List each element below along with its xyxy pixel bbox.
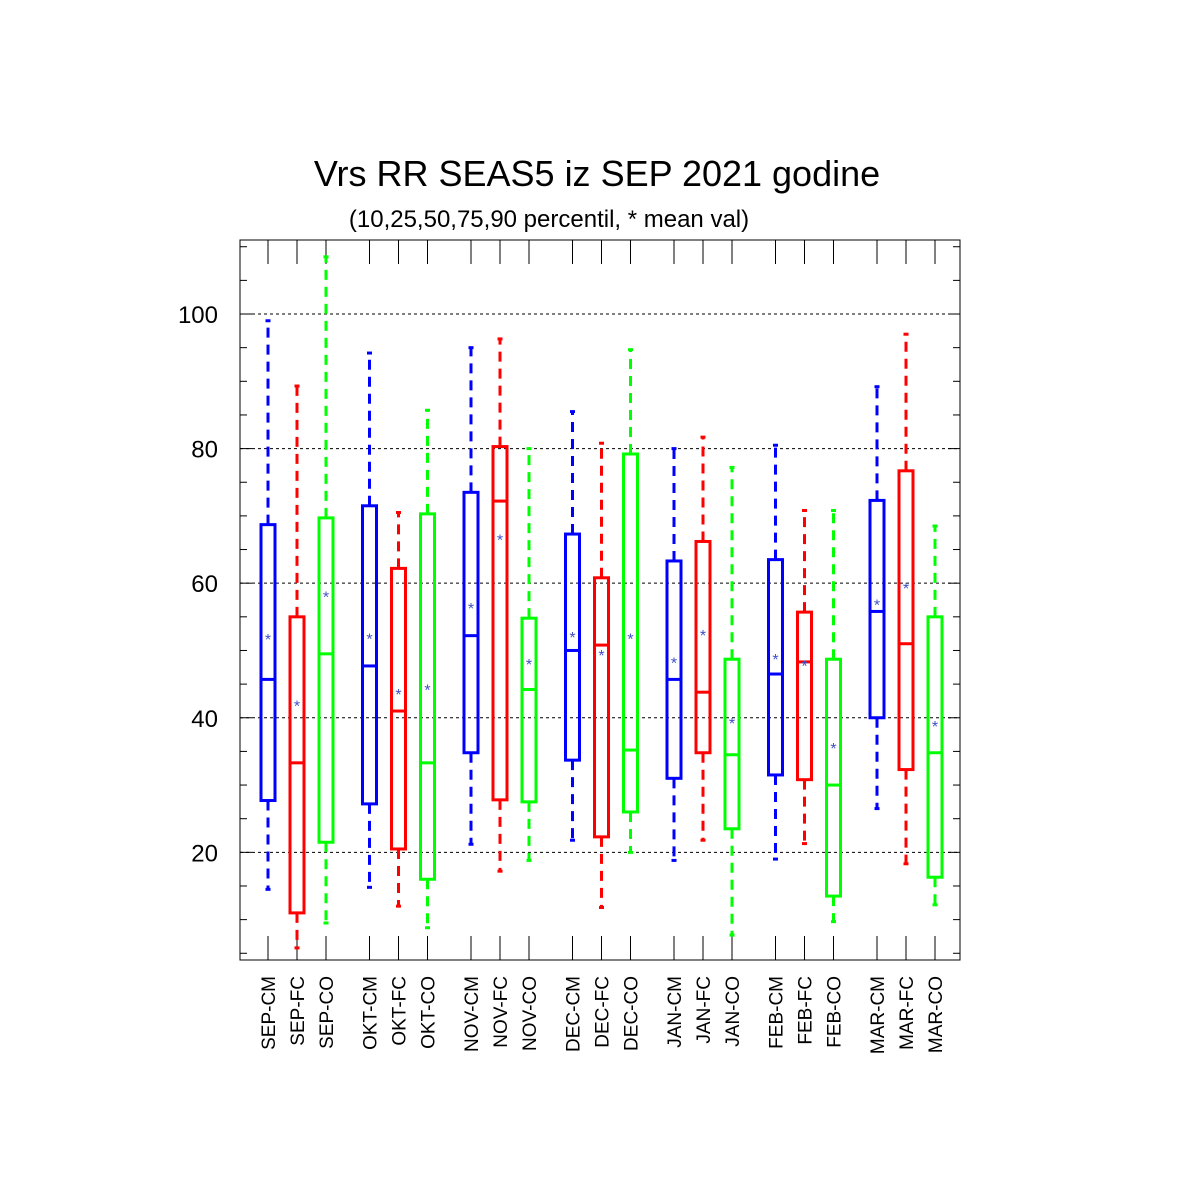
x-tick-label-mar-fc: MAR-FC [897,976,918,1050]
mean-marker: * [569,630,575,647]
x-tick-label-sep-cm: SEP-CM [259,976,280,1050]
box-okt-cm: * [361,351,378,889]
iqr-box [390,566,407,851]
mean-marker: * [627,631,633,648]
iqr-box [665,559,683,780]
x-tick-label-jan-fc: JAN-FC [694,976,715,1044]
box-nov-fc: * [491,337,509,873]
iqr-box [259,523,277,803]
mean-marker: * [294,699,300,716]
x-tick-label-feb-fc: FEB-FC [796,976,817,1045]
mean-marker: * [830,741,836,758]
x-tick-label-feb-co: FEB-CO [825,976,846,1048]
box-jan-fc: * [694,435,712,842]
box-okt-co: * [419,408,436,930]
mean-marker: * [903,581,909,598]
x-tick-label-dec-fc: DEC-FC [593,976,614,1048]
box-mar-fc: * [897,332,915,866]
box-feb-cm: * [767,443,784,861]
chart-subtitle: (10,25,50,75,90 percentil, * mean val) [349,206,749,233]
iqr-box [361,504,378,806]
mean-marker: * [671,656,677,673]
mean-marker: * [700,628,706,645]
x-tick-label-sep-fc: SEP-FC [288,976,309,1046]
box-mar-cm: * [868,385,886,811]
x-tick-label-dec-co: DEC-CO [622,976,643,1051]
mean-marker: * [497,532,503,549]
x-tick-label-mar-cm: MAR-CM [868,976,889,1054]
mean-marker: * [526,657,532,674]
x-tick-label-mar-co: MAR-CO [926,976,947,1053]
iqr-box [796,610,813,782]
x-tick-label-nov-co: NOV-CO [520,976,541,1051]
iqr-box [419,512,436,881]
box-sep-co: * [317,255,335,925]
mean-marker: * [366,631,372,648]
x-tick-label-feb-cm: FEB-CM [767,976,788,1049]
plot-frame [239,239,961,961]
mean-marker: * [265,632,271,649]
iqr-box [767,558,784,777]
iqr-box [564,532,581,762]
boxes: * * * * * * * * * * * * * * * * * * * * * [259,255,944,950]
iqr-box [593,576,610,839]
box-okt-fc: * [390,511,407,908]
box-jan-co: * [723,465,741,937]
y-tick-label-80: 80 [191,437,218,464]
x-tick-label-sep-co: SEP-CO [317,976,338,1049]
gridlines [240,313,960,853]
iqr-box [288,615,306,915]
iqr-box [317,516,335,844]
box-dec-fc: * [593,441,610,910]
x-tick-label-nov-fc: NOV-FC [491,976,512,1048]
mean-marker: * [395,687,401,704]
y-tick-label-40: 40 [191,706,218,733]
iqr-box [825,657,842,898]
box-nov-cm: * [462,346,480,846]
x-tick-label-okt-co: OKT-CO [419,976,440,1049]
axes: 20 40 60 80 100 [178,239,961,961]
iqr-box [520,616,538,804]
x-tick-label-okt-fc: OKT-FC [390,976,411,1046]
mean-marker: * [729,716,735,733]
box-dec-cm: * [564,410,581,842]
x-tick-labels: SEP-CM SEP-FC SEP-CO OKT-CM OKT-FC OKT-CO NOV-… [259,976,947,1054]
iqr-box [868,498,886,720]
iqr-box [491,445,509,802]
y-tick-label-60: 60 [191,571,218,598]
iqr-box [694,539,712,755]
mean-marker: * [598,648,604,665]
box-jan-cm: * [665,447,683,862]
box-feb-co: * [825,509,842,924]
x-tick-label-nov-cm: NOV-CM [462,976,483,1052]
y-tick-label-100: 100 [178,302,218,329]
x-tick-label-dec-cm: DEC-CM [564,976,585,1052]
mean-marker: * [801,658,807,675]
x-tick-label-jan-co: JAN-CO [723,976,744,1047]
iqr-box [622,452,639,814]
iqr-box [723,657,741,831]
mean-marker: * [424,682,430,699]
iqr-box [926,615,944,879]
y-tick-label-20: 20 [191,840,218,867]
mean-marker: * [772,652,778,669]
mean-marker: * [323,590,329,607]
box-sep-cm: * [259,319,277,891]
box-dec-co: * [622,348,639,854]
mean-marker: * [468,601,474,618]
chart-title: Vrs RR SEAS5 iz SEP 2021 godine [314,153,880,194]
box-feb-fc: * [796,509,813,846]
box-sep-fc: * [288,384,306,950]
iqr-box [462,490,480,755]
x-tick-label-jan-cm: JAN-CM [665,976,686,1048]
mean-marker: * [932,719,938,736]
x-tick-label-okt-cm: OKT-CM [361,976,382,1050]
box-mar-co: * [926,524,944,907]
iqr-box [897,469,915,772]
mean-marker: * [874,598,880,615]
box-nov-co: * [520,447,538,862]
